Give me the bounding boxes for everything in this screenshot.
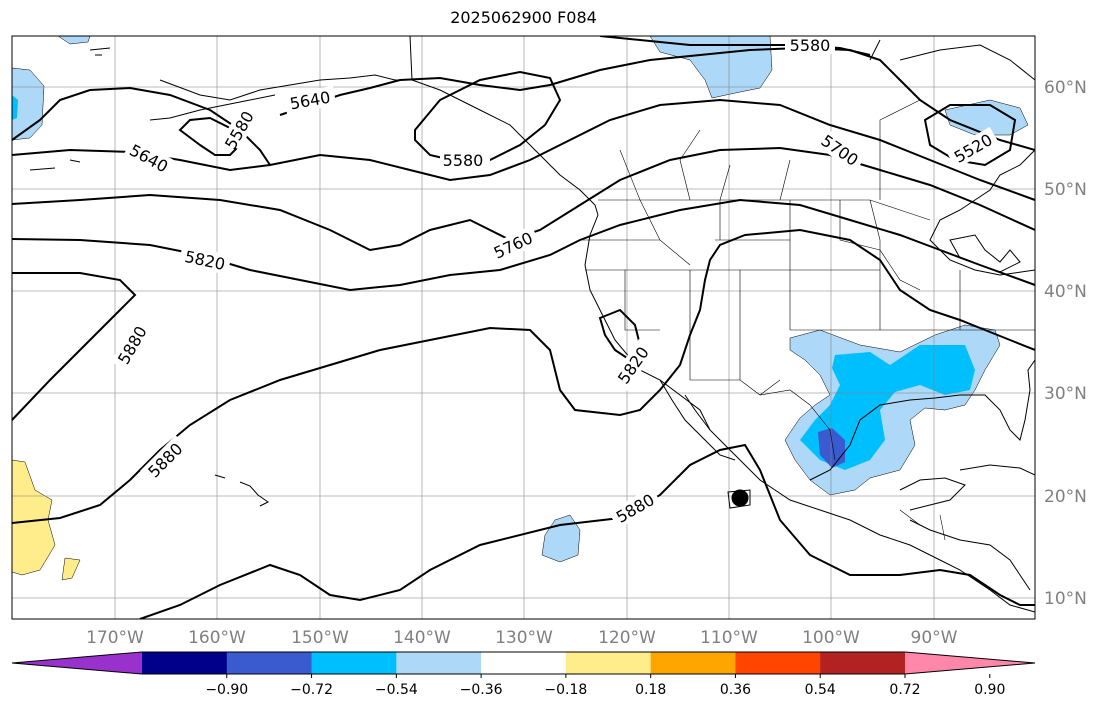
contour-label: 5580 <box>443 151 484 170</box>
colorbar-segment <box>396 652 482 674</box>
colorbar-tick-label: −0.90 <box>205 682 248 698</box>
colorbar-segment <box>565 652 652 674</box>
anomaly-region-nw-core <box>12 95 18 120</box>
lat-label: 40°N <box>1044 282 1087 302</box>
lon-label: 110°W <box>700 628 758 648</box>
colorbar-tick-label: −0.18 <box>544 682 587 698</box>
colorbar-segment <box>650 652 736 674</box>
contour-5880-pacific <box>12 228 1035 524</box>
colorbar-tick-label: 0.90 <box>974 682 1005 698</box>
map-title: 2025062900 F084 <box>450 8 597 27</box>
colorbar-tick-label: 0.54 <box>805 682 836 698</box>
colorbar-segment <box>820 652 906 674</box>
colorbar-segment <box>142 652 228 674</box>
contour-5580-north <box>599 36 871 56</box>
anomaly-region-topleft <box>57 36 91 45</box>
contour-5580-center <box>414 70 562 164</box>
colorbar-outline <box>11 651 1036 675</box>
anomaly-region-mexico-core <box>818 428 845 468</box>
colorbar-tick-label: −0.36 <box>460 682 503 698</box>
anomaly-region-sw-positive <box>12 459 56 576</box>
longitude-labels: 170°W 160°W 150°W 140°W 130°W 120°W 110°… <box>86 628 958 648</box>
colorbar-segment <box>226 652 313 674</box>
contour-label: 5580 <box>790 36 831 55</box>
contour-5880-south <box>139 443 1035 619</box>
contour-5520 <box>923 104 1017 167</box>
colorbar-segment <box>481 652 567 674</box>
contour-5640-west <box>12 86 271 166</box>
political-borders <box>580 99 1035 541</box>
colorbar-tick-label: 0.72 <box>889 682 920 698</box>
colorbar-tick-label: 0.18 <box>635 682 666 698</box>
colorbar-extend-high <box>905 652 1035 674</box>
map-frame <box>11 35 1036 620</box>
lon-label: 150°W <box>291 628 349 648</box>
lat-label: 30°N <box>1044 384 1087 404</box>
lon-label: 120°W <box>598 628 656 648</box>
colorbar-extend-low <box>12 652 142 674</box>
colorbar: −0.90 −0.72 −0.54 −0.36 −0.18 0.18 0.36 0.54 0.7… <box>11 651 1036 698</box>
lon-label: 90°W <box>911 628 958 648</box>
contour-5640 <box>279 46 1035 151</box>
contour-5880-west <box>12 272 137 421</box>
lat-label: 50°N <box>1044 180 1087 200</box>
coastlines <box>29 36 1035 613</box>
colorbar-tick-label: −0.72 <box>290 682 333 698</box>
lon-label: 100°W <box>802 628 860 648</box>
anomaly-region-sw-small <box>61 557 81 581</box>
map-area: 5580 5640 5580 5640 5580 5700 5520 5760 … <box>12 36 1035 619</box>
lon-label: 130°W <box>495 628 553 648</box>
colorbar-segment <box>735 652 821 674</box>
lon-label: 170°W <box>86 628 144 648</box>
graticule <box>12 36 1035 619</box>
latitude-labels: 60°N 50°N 40°N 30°N 20°N 10°N <box>1044 78 1087 609</box>
colorbar-segment <box>311 652 397 674</box>
anomaly-region-gulf-core <box>800 345 975 470</box>
colorbar-tick-label: −0.54 <box>375 682 418 698</box>
lon-label: 140°W <box>393 628 451 648</box>
lon-label: 160°W <box>188 628 246 648</box>
lat-label: 60°N <box>1044 78 1087 98</box>
colorbar-tick-label: 0.36 <box>720 682 751 698</box>
lat-label: 10°N <box>1044 589 1087 609</box>
lat-label: 20°N <box>1044 487 1087 507</box>
contour-5700 <box>12 98 1035 201</box>
